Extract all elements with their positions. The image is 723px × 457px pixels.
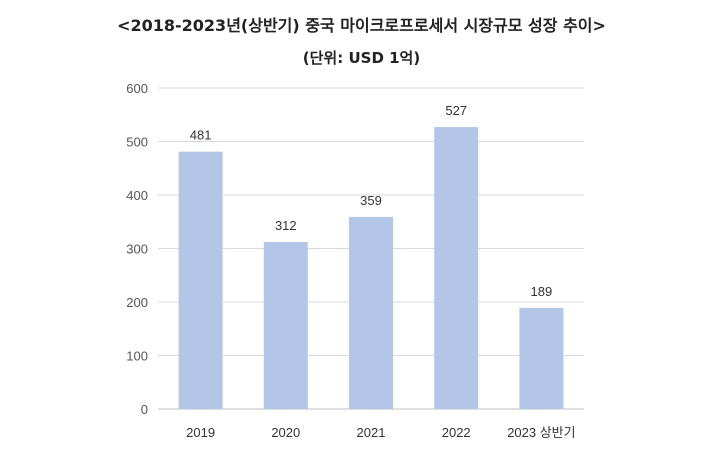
data-label: 527 bbox=[445, 103, 467, 118]
y-tick-label: 500 bbox=[126, 135, 148, 150]
x-tick-label: 2022 bbox=[442, 425, 471, 440]
bar bbox=[263, 242, 308, 409]
y-tick-label: 200 bbox=[126, 295, 148, 310]
y-tick-label: 0 bbox=[141, 402, 148, 417]
y-tick-label: 600 bbox=[126, 81, 148, 96]
bar bbox=[434, 127, 479, 410]
bar bbox=[178, 151, 223, 410]
y-tick-label: 100 bbox=[126, 349, 148, 364]
bar bbox=[349, 216, 393, 409]
x-tick-label: 2023 상반기 bbox=[507, 425, 575, 440]
chart-subtitle: (단위: USD 1억) bbox=[302, 49, 421, 67]
chart-title: <2018-2023년(상반기) 중국 마이크로프로세서 시장규모 성장 추이> bbox=[117, 16, 606, 35]
x-tick-label: 2021 bbox=[357, 425, 386, 440]
x-tick-label: 2020 bbox=[271, 425, 300, 440]
x-tick-label: 2019 bbox=[186, 425, 215, 440]
data-label: 359 bbox=[360, 193, 382, 208]
bar bbox=[519, 307, 564, 409]
data-label: 189 bbox=[531, 284, 553, 299]
data-label: 312 bbox=[275, 218, 297, 233]
y-tick-label: 300 bbox=[126, 242, 148, 257]
y-tick-label: 400 bbox=[126, 188, 148, 203]
data-label: 481 bbox=[190, 128, 212, 143]
